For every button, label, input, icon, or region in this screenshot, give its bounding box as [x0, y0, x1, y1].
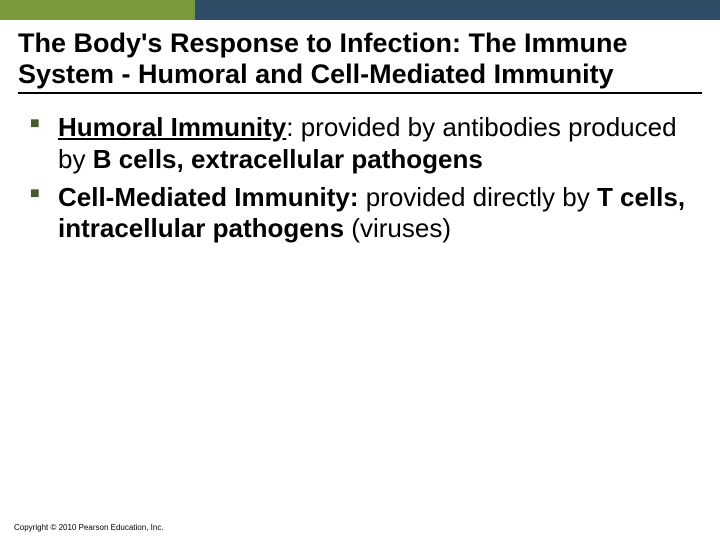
bullet-lead: Cell-Mediated Immunity:	[58, 182, 358, 212]
bullet-mid-bold: T cells	[597, 182, 678, 212]
bullet-trail-plain: (viruses)	[344, 213, 451, 243]
bullet-mid-bold: B cells	[93, 144, 177, 174]
copyright-text: Copyright © 2010 Pearson Education, Inc.	[14, 523, 164, 532]
top-bar-left	[0, 0, 195, 20]
slide-title: The Body's Response to Infection: The Im…	[18, 28, 702, 94]
bullet-list: Humoral Immunity: provided by antibodies…	[30, 112, 690, 245]
slide-content: Humoral Immunity: provided by antibodies…	[30, 112, 690, 245]
bullet-item: Cell-Mediated Immunity: provided directl…	[30, 182, 690, 245]
top-bar-right	[195, 0, 720, 20]
bullet-lead: Humoral Immunity	[58, 112, 286, 142]
bullet-trail-bold: , extracellular pathogens	[177, 144, 483, 174]
top-accent-bar	[0, 0, 720, 20]
bullet-mid-plain: provided directly by	[358, 182, 596, 212]
bullet-item: Humoral Immunity: provided by antibodies…	[30, 112, 690, 175]
